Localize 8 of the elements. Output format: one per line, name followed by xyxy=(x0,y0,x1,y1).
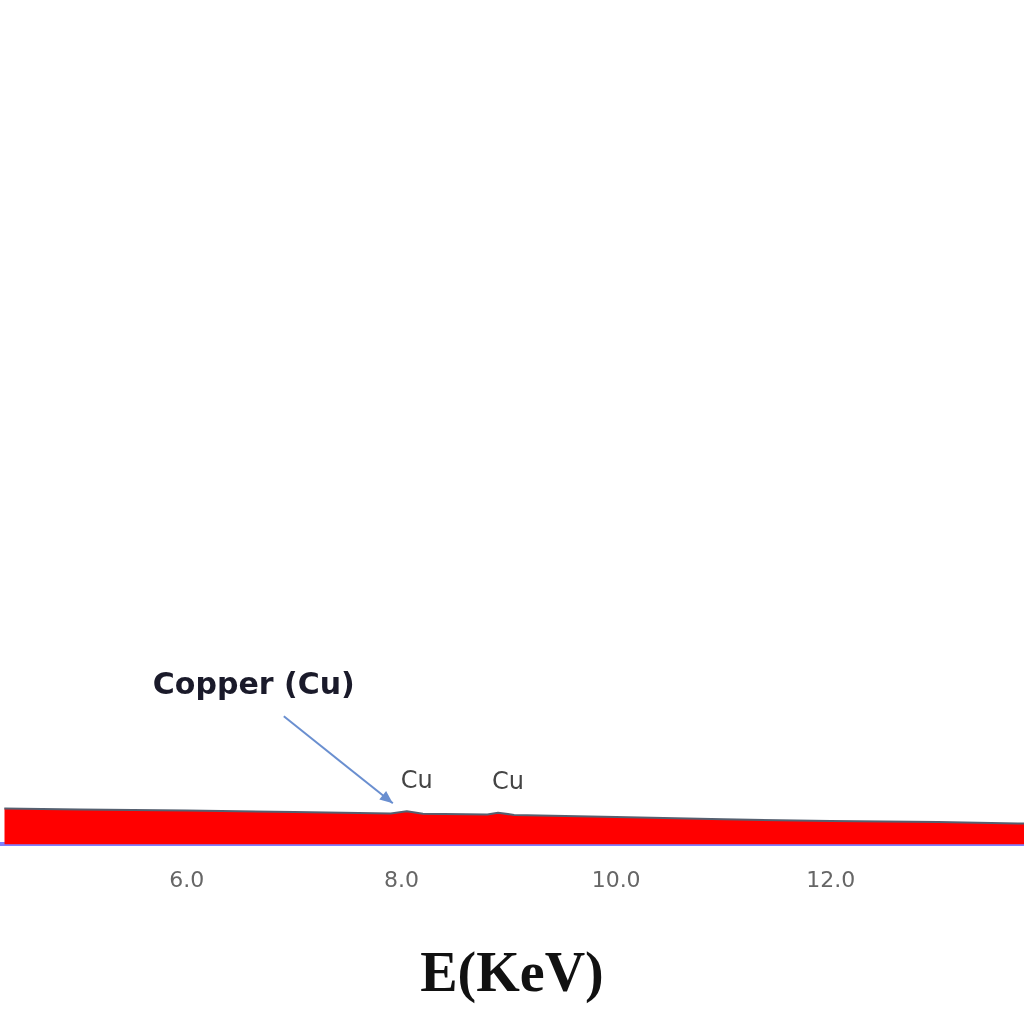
annotation: Cu xyxy=(400,765,433,794)
x-tick-label: 10.0 xyxy=(591,867,641,893)
x-tick-label: 8.0 xyxy=(383,867,419,893)
text: Copper (Cu) xyxy=(152,666,355,702)
x-tick-label: 6.0 xyxy=(169,867,205,893)
x-tick-label: 12.0 xyxy=(806,867,856,893)
annotation: Cu xyxy=(492,767,525,796)
x-axis-title: E(KeV) xyxy=(420,940,604,1004)
